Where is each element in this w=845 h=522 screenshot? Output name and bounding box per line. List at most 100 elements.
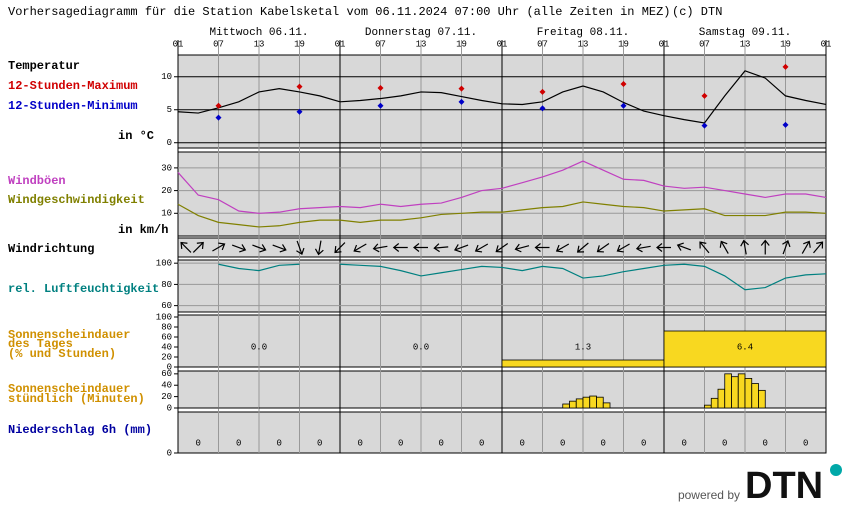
- marker: [620, 81, 627, 88]
- wind-arrow: [314, 240, 324, 256]
- legend-label: Windböen: [8, 174, 66, 188]
- marker: [458, 98, 465, 105]
- powered-by: powered by: [678, 488, 740, 502]
- day-label: Freitag 08.11.: [537, 27, 629, 39]
- bar: [596, 396, 604, 409]
- hour-label: 01: [173, 39, 184, 49]
- bar: [751, 383, 759, 409]
- wind-arrow: [801, 240, 811, 254]
- copyright: (c) DTN: [672, 5, 722, 19]
- hour-label: 07: [375, 39, 386, 49]
- value-label: 0: [763, 438, 768, 448]
- value-label: 0: [236, 438, 241, 448]
- marker: [539, 105, 546, 112]
- value-label: 0: [277, 438, 282, 448]
- y-tick-label: 60: [161, 301, 172, 311]
- hour-label: 07: [699, 39, 710, 49]
- legend-label: 12-Stunden-Minimum: [8, 99, 138, 113]
- wind-arrow: [656, 243, 671, 252]
- wind-arrow: [676, 242, 692, 251]
- panel-title: Sonnenscheindauer: [8, 328, 130, 342]
- title: Vorhersagediagramm für die Station Kabel…: [8, 5, 671, 19]
- panel-title: stündlich (Minuten): [8, 392, 145, 406]
- hour-label: 13: [578, 39, 589, 49]
- wind-arrow: [272, 244, 287, 253]
- bar: [575, 398, 584, 409]
- unit-label: in km/h: [118, 223, 168, 237]
- hour-label: 13: [740, 39, 751, 49]
- y-tick-label: 100: [156, 312, 172, 322]
- bar: [501, 359, 665, 368]
- bar: [562, 403, 570, 409]
- y-tick-label: 20: [161, 352, 172, 362]
- value-label: 0.0: [413, 342, 429, 352]
- wind-arrow: [252, 244, 267, 253]
- wind-arrow: [334, 242, 346, 254]
- series-line: [177, 160, 827, 214]
- marker: [701, 122, 708, 129]
- brand-dot: [830, 464, 842, 476]
- marker: [701, 92, 708, 99]
- value-label: 0: [560, 438, 565, 448]
- hour-label: 01: [335, 39, 346, 49]
- wind-arrow: [474, 243, 489, 253]
- unit-label: in °C: [118, 129, 154, 143]
- wind-arrow: [514, 243, 530, 253]
- marker: [782, 63, 789, 70]
- wind-arrow: [372, 243, 388, 253]
- bar: [582, 396, 591, 409]
- y-tick-label: 100: [156, 259, 172, 269]
- marker: [620, 102, 627, 109]
- bar: [589, 395, 597, 409]
- legend-label: rel. Luftfeuchtigkeit: [8, 282, 159, 296]
- panel-title: Temperatur: [8, 59, 80, 73]
- bar: [758, 389, 766, 409]
- day-label: Samstag 09.11.: [699, 27, 791, 39]
- bar: [744, 377, 753, 409]
- wind-arrow: [782, 240, 791, 255]
- y-tick-label: 30: [161, 163, 172, 173]
- marker: [377, 84, 384, 91]
- wind-arrow: [433, 243, 449, 253]
- wind-arrow: [296, 240, 305, 255]
- y-tick-label: 40: [161, 381, 172, 391]
- value-label: 0: [358, 438, 363, 448]
- hour-label: 01: [821, 39, 832, 49]
- day-label: Mittwoch 06.11.: [209, 27, 308, 39]
- hour-label: 13: [416, 39, 427, 49]
- day-label: Donnerstag 07.11.: [365, 27, 477, 39]
- hour-label: 19: [294, 39, 305, 49]
- y-tick-label: 20: [161, 392, 172, 402]
- bar: [663, 330, 827, 368]
- value-label: 0: [722, 438, 727, 448]
- value-label: 0: [682, 438, 687, 448]
- legend-label: Windgeschwindigkeit: [8, 193, 145, 207]
- panel-title: (% und Stunden): [8, 347, 116, 361]
- bar: [717, 388, 726, 409]
- wind-arrow: [413, 243, 428, 252]
- bar: [737, 373, 746, 409]
- y-tick-label: 40: [161, 342, 172, 352]
- y-tick-label: 0: [167, 448, 172, 458]
- wind-arrow: [192, 241, 204, 253]
- value-label: 0: [439, 438, 444, 448]
- panel-title: Niederschlag 6h (mm): [8, 423, 152, 437]
- hour-label: 07: [537, 39, 548, 49]
- panel-title: Windrichtung: [8, 242, 94, 256]
- value-label: 0: [601, 438, 606, 448]
- panel-title: des Tages: [8, 337, 73, 351]
- wind-arrow: [534, 243, 550, 252]
- bar: [602, 402, 611, 409]
- hour-label: 07: [213, 39, 224, 49]
- value-label: 0.0: [251, 342, 267, 352]
- wind-arrow: [392, 243, 408, 252]
- wind-arrow: [495, 242, 509, 253]
- wind-arrow: [740, 239, 749, 255]
- bar: [710, 397, 719, 409]
- value-label: 0: [803, 438, 808, 448]
- y-tick-label: 0: [167, 138, 172, 148]
- marker: [215, 114, 222, 121]
- wind-arrow: [635, 243, 651, 253]
- hour-label: 19: [780, 39, 791, 49]
- wind-arrow: [555, 243, 570, 253]
